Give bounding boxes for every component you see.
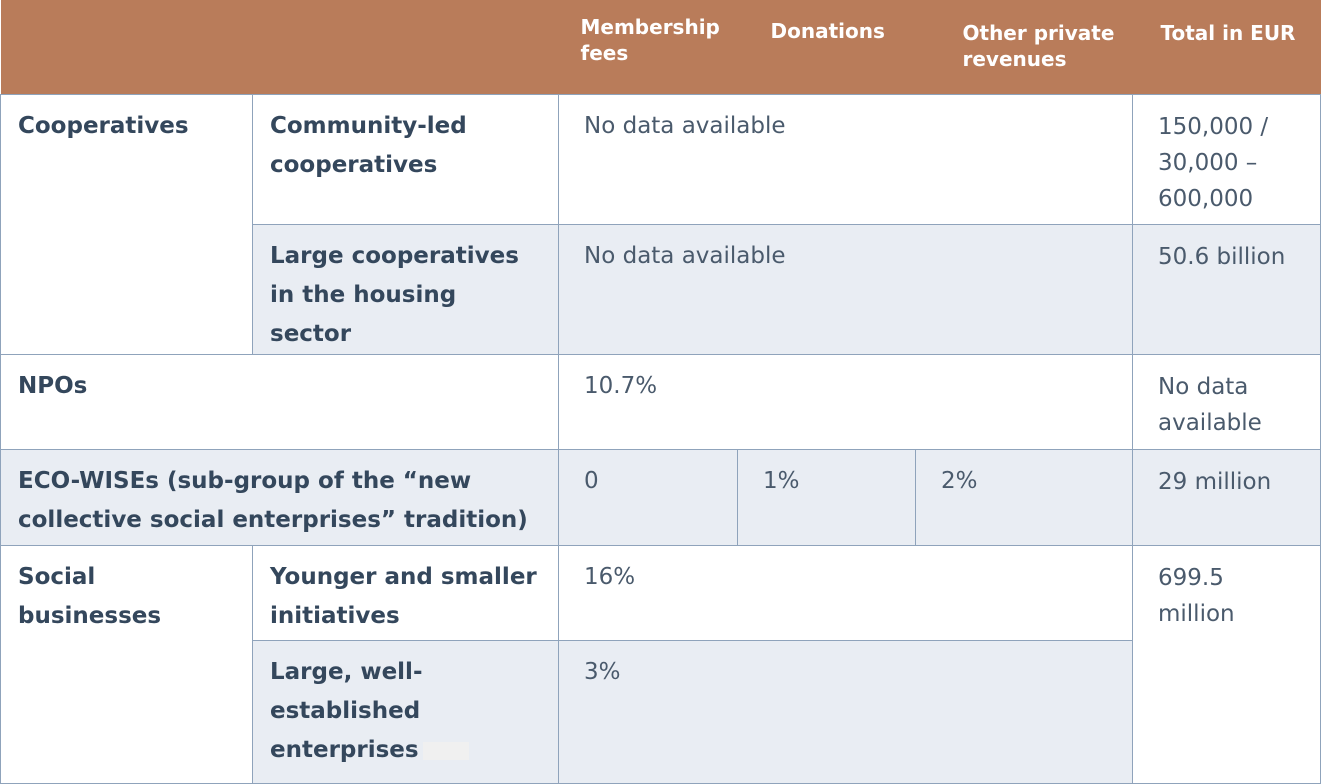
table-row: Social businesses Younger and smaller in… (0, 545, 1321, 784)
table-row: Large cooperatives in the housing sector… (1, 224, 1321, 355)
cooperatives-label: Cooperatives (0, 94, 253, 355)
large-housing-label: Large cooperatives in the housing sector (252, 224, 559, 355)
eco-wises-total: 29 million (1132, 449, 1321, 546)
community-led-label: Community-led cooperatives (252, 94, 559, 225)
header-membership-fees: Membership fees (558, 0, 738, 95)
large-established-label: Large, well-established enterprises (270, 659, 423, 763)
header-blank-1 (0, 0, 253, 95)
table-row: ECO-WISEs (sub-group of the “new collect… (0, 449, 1321, 546)
header-total-in-eur: Total in EUR (1132, 0, 1321, 95)
large-established-value: 3% (558, 640, 1133, 784)
table-row: Cooperatives Community-led cooperatives … (0, 94, 1321, 355)
eco-wises-donations: 1% (737, 449, 916, 546)
npos-label: NPOs (0, 354, 559, 450)
header-donations: Donations (737, 0, 916, 95)
social-businesses-label: Social businesses (0, 545, 253, 784)
highlight-mark (422, 741, 469, 760)
eco-wises-label: ECO-WISEs (sub-group of the “new collect… (0, 449, 559, 546)
large-established-cell: Large, well-established enterprises (252, 640, 559, 784)
younger-initiatives-value: 16% (558, 545, 1133, 641)
large-housing-value: No data available (558, 224, 1133, 355)
npos-value: 10.7% (558, 354, 1133, 450)
large-housing-total: 50.6 billion (1132, 224, 1321, 355)
younger-initiatives-label: Younger and smaller initiatives (252, 545, 559, 641)
community-led-value: No data available (558, 94, 1133, 225)
header-blank-2 (252, 0, 559, 95)
social-businesses-total: 699.5 million (1132, 545, 1321, 784)
eco-wises-membership-fees: 0 (558, 449, 738, 546)
npos-total: No data available (1132, 354, 1321, 450)
table-header-row: Membership fees Donations Other private … (0, 0, 1321, 95)
community-led-total: 150,000 / 30,000 – 600,000 (1132, 94, 1321, 225)
header-other-private-revenues: Other private revenues (915, 0, 1133, 95)
eco-wises-other-private-revenues: 2% (915, 449, 1133, 546)
table-row: NPOs 10.7% No data available (0, 354, 1321, 450)
